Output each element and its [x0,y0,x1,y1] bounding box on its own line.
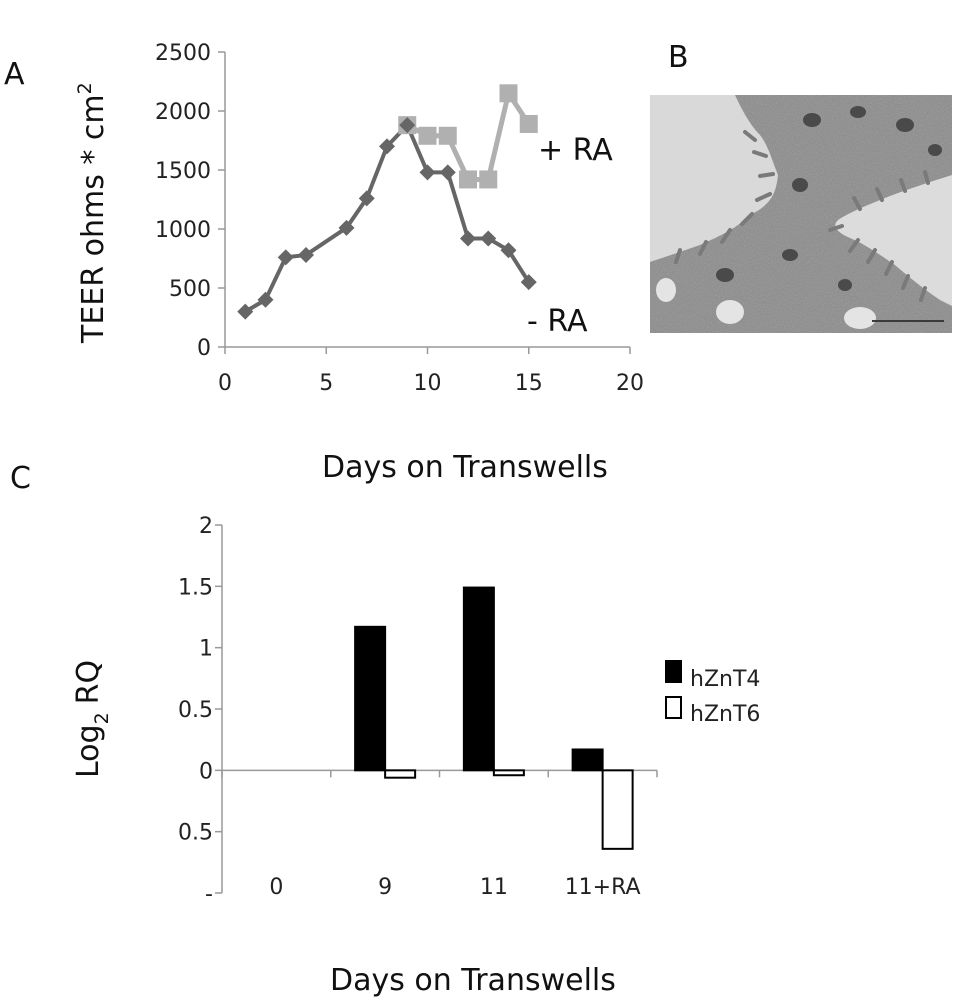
teer-x-axis-title: Days on Transwells [322,450,608,485]
bar-hznt6 [601,769,634,850]
teer-x-tick-label: 0 [218,371,232,396]
teer-y-tick-label: 1000 [155,218,211,243]
teer-y-axis-title-main: TEER ohms * cm [76,94,111,344]
log2rq-x-tick-label: 11 [480,875,508,900]
log2rq-y-axis-title-main: Log [71,724,106,778]
log2rq-x-tick-label: 0 [269,875,283,900]
teer-y-tick-labels: 0 500 1000 1500 2000 2500 [155,41,211,361]
log2rq-y-axis-title: Log2 RQ [71,660,113,778]
log2rq-legend: hZnT4 hZnT6 [665,660,760,727]
panel-letter-c: C [10,461,31,496]
data-point-minus-ra [257,291,274,308]
log2rq-x-tick-label: 11+RA [565,875,641,900]
data-point-minus-ra [520,274,537,291]
data-point-plus-ra [459,170,477,189]
bar-hznt6 [384,769,417,779]
micrograph-nuclei [716,106,942,291]
teer-y-tick-label: 0 [197,336,211,361]
data-point-minus-ra [439,164,456,181]
legend-label-hznt6: hZnT6 [690,702,760,727]
data-point-plus-ra [438,126,457,145]
data-point-minus-ra [298,246,314,263]
bar-hznt4 [571,748,604,772]
teer-x-tick-labels: 0 5 10 15 20 [218,371,644,396]
data-point-minus-ra [419,164,436,181]
data-point-minus-ra [358,190,375,207]
log2rq-y-tick-label: 1 [199,637,213,662]
legend-swatch-hznt6 [665,696,682,719]
log2rq-bars [354,586,634,850]
data-point-minus-ra [237,303,254,320]
log2rq-axes [215,524,658,894]
panel-letter-b: B [668,40,689,75]
log2rq-y-axis-title-tail: RQ [71,660,106,704]
bar-hznt4 [462,586,495,772]
bar-hznt6 [492,769,525,777]
log2rq-x-tick-labels: 0 9 11 11+RA [269,875,640,900]
series-label-minus-ra: - RA [527,304,588,339]
legend-label-hznt4: hZnT4 [690,667,760,692]
data-point-plus-ra [418,126,437,145]
log2rq-y-tick-label: 1.5 [178,575,213,600]
teer-x-tick-label: 10 [414,371,442,396]
micrograph-lumen-right [835,175,952,306]
data-point-minus-ra [460,230,476,247]
teer-x-tick-label: 20 [616,371,644,396]
data-point-plus-ra [499,84,518,103]
log2rq-y-tick-labels: 2 1.5 1 0.5 0 0.5 - [178,514,213,907]
teer-y-tick-label: 2500 [155,41,211,66]
micrograph-image [650,95,952,333]
legend-swatch-hznt4 [665,660,682,683]
teer-y-tick-label: 500 [169,277,211,302]
micrograph-vacuoles [656,278,876,329]
data-point-plus-ra [519,114,538,133]
series-label-plus-ra: + RA [538,133,613,168]
teer-y-tick-label: 1500 [155,159,211,184]
data-point-minus-ra [480,230,497,247]
micrograph-microvilli [674,130,930,302]
data-point-plus-ra [479,170,498,189]
panel-letter-a: A [4,57,25,92]
log2rq-x-tick-label: 9 [378,875,392,900]
log2rq-x-axis-title: Days on Transwells [330,963,616,998]
log2rq-y-tick-label: - [205,882,213,907]
data-point-minus-ra [399,117,416,134]
log2rq-y-tick-label: 0.5 [178,698,213,723]
micrograph-lumen-left [650,95,778,262]
teer-x-tick-label: 15 [515,371,543,396]
log2rq-y-tick-label: 0.5 [178,821,213,846]
teer-x-tick-label: 5 [319,371,333,396]
log2rq-y-tick-label: 0 [199,759,213,784]
log2rq-bar-chart: 21.510.500.5- 0 9 11 11+RA Log2RQ Days on T… [71,514,760,998]
bar-hznt4 [354,625,387,772]
log2rq-y-tick-label: 2 [199,514,213,539]
teer-series-lines [244,90,531,314]
data-point-minus-ra [500,242,517,259]
data-point-minus-ra [338,219,355,236]
teer-axes [218,51,631,354]
teer-y-axis-title-superscript: 2 [74,82,96,94]
data-point-minus-ra [379,138,395,155]
data-point-minus-ra [277,249,294,266]
teer-y-axis-title: TEER ohms * cm2 [74,82,111,344]
teer-series-points [237,84,538,320]
log2rq-y-axis-title-subscript: 2 [91,712,113,724]
teer-y-tick-label: 2000 [155,100,211,125]
